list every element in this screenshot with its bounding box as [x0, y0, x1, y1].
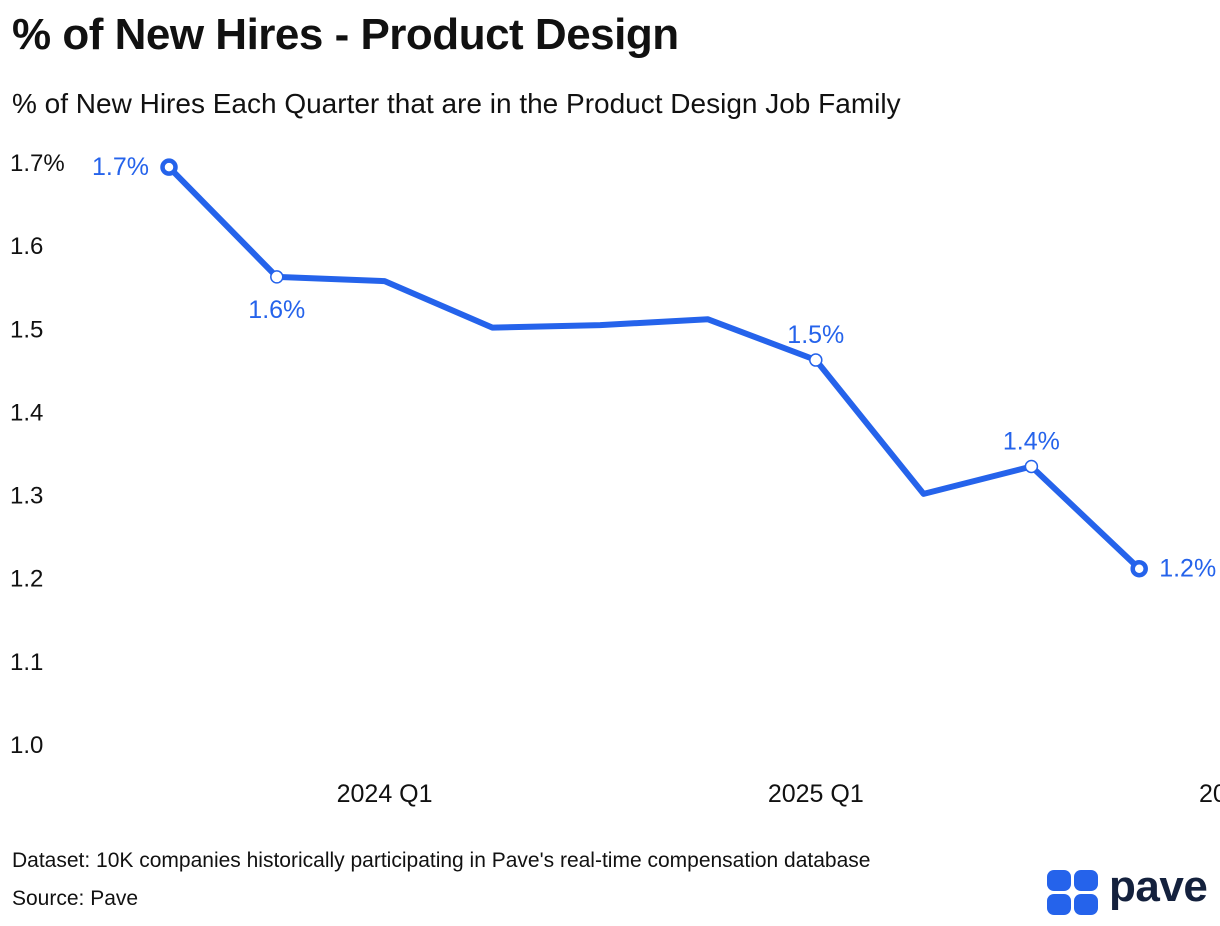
chart-subtitle: % of New Hires Each Quarter that are in …	[12, 88, 901, 119]
y-tick-label: 1.6	[10, 233, 43, 260]
y-tick-label: 1.7%	[10, 150, 65, 177]
data-label: 1.5%	[787, 321, 844, 349]
data-label: 1.7%	[92, 153, 149, 181]
data-point-marker	[1130, 559, 1148, 578]
data-label: 1.6%	[248, 296, 305, 324]
x-tick-label: 2024 Q1	[337, 780, 433, 808]
pave-logo: pave	[1047, 862, 1215, 918]
data-point-marker	[270, 270, 284, 284]
series-line	[166, 164, 1143, 572]
four-rounded-squares-icon	[1047, 870, 1098, 915]
y-tick-label: 1.1	[10, 649, 43, 676]
data-label: 1.4%	[1003, 427, 1060, 455]
data-label: 1.2%	[1159, 555, 1216, 583]
y-tick-label: 1.4	[10, 399, 43, 426]
y-tick-label: 1.2	[10, 566, 43, 593]
logo-text: pave	[1109, 862, 1208, 911]
data-point-marker	[160, 158, 178, 176]
data-point-marker	[1024, 459, 1039, 474]
x-tick-label: 2025 Q1	[768, 780, 864, 808]
dataset-note: Dataset: 10K companies historically part…	[12, 849, 871, 872]
source-note: Source: Pave	[12, 887, 139, 910]
y-tick-label: 1.3	[10, 483, 43, 510]
data-point-marker	[809, 353, 823, 367]
y-tick-label: 1.5	[10, 316, 43, 343]
x-tick-label: 2026 Q1	[1199, 780, 1220, 808]
y-tick-label: 1.0	[10, 732, 43, 759]
chart-title: % of New Hires - Product Design	[12, 10, 679, 59]
